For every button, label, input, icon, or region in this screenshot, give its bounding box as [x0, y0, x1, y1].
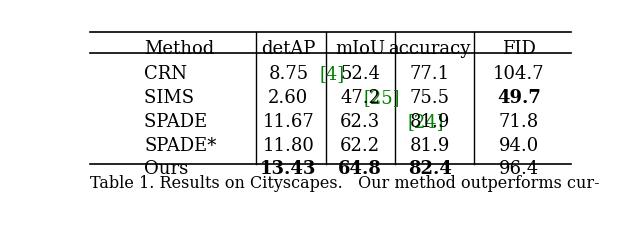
- Text: 11.80: 11.80: [262, 136, 314, 154]
- Text: [25]: [25]: [364, 88, 400, 106]
- Text: Ours: Ours: [145, 160, 189, 178]
- Text: FID: FID: [502, 40, 536, 58]
- Text: 82.4: 82.4: [408, 160, 452, 178]
- Text: 8.75: 8.75: [268, 65, 308, 82]
- Text: [4]: [4]: [320, 65, 345, 82]
- Text: 64.8: 64.8: [339, 160, 382, 178]
- Text: 71.8: 71.8: [499, 112, 539, 130]
- Text: Table 1. Results on Cityscapes.   Our method outperforms cur-: Table 1. Results on Cityscapes. Our meth…: [90, 174, 600, 191]
- Text: 13.43: 13.43: [260, 160, 317, 178]
- Text: Method: Method: [145, 40, 215, 58]
- Text: 81.9: 81.9: [410, 136, 450, 154]
- Text: 2.60: 2.60: [268, 88, 308, 106]
- Text: 62.3: 62.3: [340, 112, 380, 130]
- Text: 94.0: 94.0: [499, 136, 539, 154]
- Text: CRN: CRN: [145, 65, 193, 82]
- Text: 62.2: 62.2: [340, 136, 380, 154]
- Text: 49.7: 49.7: [497, 88, 541, 106]
- Text: 77.1: 77.1: [410, 65, 450, 82]
- Text: SIMS: SIMS: [145, 88, 200, 106]
- Text: SPADE*: SPADE*: [145, 136, 217, 154]
- Text: detAP: detAP: [261, 40, 316, 58]
- Text: 96.4: 96.4: [499, 160, 539, 178]
- Text: 81.9: 81.9: [410, 112, 450, 130]
- Text: 47.2: 47.2: [340, 88, 380, 106]
- Text: accuracy: accuracy: [388, 40, 471, 58]
- Text: SPADE: SPADE: [145, 112, 214, 130]
- Text: 75.5: 75.5: [410, 88, 450, 106]
- Text: 11.67: 11.67: [262, 112, 314, 130]
- Text: [24]: [24]: [408, 112, 444, 130]
- Text: 52.4: 52.4: [340, 65, 380, 82]
- Text: mIoU: mIoU: [335, 40, 385, 58]
- Text: 104.7: 104.7: [493, 65, 545, 82]
